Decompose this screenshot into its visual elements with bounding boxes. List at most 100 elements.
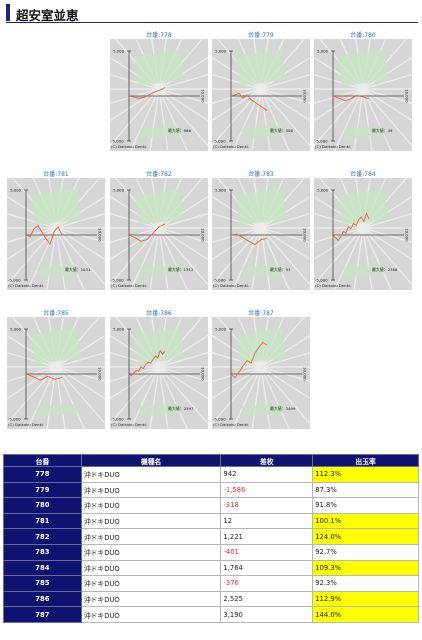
cell-diff: 1,221 xyxy=(220,528,314,545)
watermark-shape xyxy=(241,264,283,278)
max-value-label: 最大値：93 xyxy=(270,267,291,272)
graph-link[interactable]: 台番:783 xyxy=(248,171,274,178)
machine-table: 台番 機種名 差枚 出玉率 778 沖ドキDUO 942 112.3% 779 沖ドキDU… xyxy=(3,454,419,623)
cell-number: 783 xyxy=(3,543,82,561)
max-value-label: 最大値：49 xyxy=(372,128,393,133)
graph-cell: 台番:781 5,000 -5,000 10,000 最大値：1031 (C) Daiko… xyxy=(7,169,105,290)
cell-rate: 112.3% xyxy=(312,466,419,483)
table-row: 779 沖ドキDUO -1,586 87.3% xyxy=(3,481,419,499)
graph-plot: 5,000 -5,000 10,000 最大値：2597 (C) Daikoku Den… xyxy=(110,317,208,429)
x-max-label: 10,000 xyxy=(303,89,308,103)
section-header: 超安室並恵 xyxy=(6,4,418,23)
col-header-diff: 差枚 xyxy=(220,454,314,467)
series-line xyxy=(25,373,63,381)
watermark-shape xyxy=(36,264,78,278)
graph-plot: 5,000 -5,000 10,000 最大値：3499 (C) Daikoku Den… xyxy=(212,317,310,429)
graph-link[interactable]: 台番:784 xyxy=(350,171,376,178)
watermark-shape xyxy=(241,125,283,139)
y-max-label: 5,000 xyxy=(113,327,125,332)
x-max-label: 10,000 xyxy=(201,367,206,381)
watermark-shape xyxy=(338,49,388,87)
graph-plot: 5,000 -5,000 10,000 最大値：966 (C) Daikoku Denk… xyxy=(110,39,208,151)
x-max-label: 10,000 xyxy=(405,89,410,103)
y-min-label: -5,000 xyxy=(213,278,226,283)
copyright-text: (C) Daikoku Denki. xyxy=(213,283,249,288)
graph-link[interactable]: 台番:780 xyxy=(350,32,376,39)
x-max-label: 10,000 xyxy=(201,228,206,242)
cell-rate: 87.3% xyxy=(312,481,419,499)
x-max-label: 10,000 xyxy=(303,228,308,242)
graph-plot: 5,000 -5,000 10,000 最大値：306 (C) Daikoku Denk… xyxy=(212,39,310,151)
y-max-label: 5,000 xyxy=(215,327,227,332)
section-header-underline xyxy=(6,22,418,23)
watermark-shape xyxy=(134,49,184,87)
y-max-label: 5,000 xyxy=(10,188,22,193)
max-value-label: 最大値：1031 xyxy=(65,267,91,272)
y-min-label: -5,000 xyxy=(111,139,124,144)
cell-number: 782 xyxy=(3,528,82,545)
col-header-rate: 出玉率 xyxy=(312,454,419,467)
cell-model: 沖ドキDUO xyxy=(80,606,222,623)
cell-model: 沖ドキDUO xyxy=(80,528,222,545)
watermark-shape xyxy=(31,188,81,226)
max-value-label: 最大値：2597 xyxy=(168,406,194,411)
graph-cell: 台番:778 5,000 -5,000 10,000 最大値：966 (C) Daikok… xyxy=(110,30,208,151)
graph-plot: 5,000 -5,000 10,000 最大値：2386 (C) Daikoku Den… xyxy=(314,178,412,290)
x-max-label: 10,000 xyxy=(98,367,103,381)
table-row: 783 沖ドキDUO -401 92.7% xyxy=(3,543,419,561)
table-row: 782 沖ドキDUO 1,221 124.0% xyxy=(3,528,419,545)
col-header-number: 台番 xyxy=(3,454,82,467)
page-title: 超安室並恵 xyxy=(16,8,79,23)
cell-diff: 3,190 xyxy=(220,606,314,623)
cell-number: 779 xyxy=(3,481,82,499)
copyright-text: (C) Daikoku Denki. xyxy=(213,422,249,427)
y-max-label: 5,000 xyxy=(317,49,329,54)
watermark-shape xyxy=(343,264,385,278)
table-row: 784 沖ドキDUO 1,764 109.3% xyxy=(3,559,419,577)
graph-plot: 5,000 -5,000 10,000 最大値：1031 (C) Daikoku Den… xyxy=(7,178,105,290)
y-max-label: 5,000 xyxy=(215,49,227,54)
cell-model: 沖ドキDUO xyxy=(80,466,222,483)
copyright-text: (C) Daikoku Denki. xyxy=(111,283,147,288)
graph-link[interactable]: 台番:782 xyxy=(146,171,172,178)
y-min-label: -5,000 xyxy=(111,417,124,422)
cell-number: 784 xyxy=(3,559,82,577)
graph-link[interactable]: 台番:781 xyxy=(43,171,69,178)
watermark-shape xyxy=(236,327,286,365)
y-min-label: -5,000 xyxy=(213,417,226,422)
x-max-label: 10,000 xyxy=(201,89,206,103)
cell-diff: 1,764 xyxy=(220,559,314,577)
watermark-shape xyxy=(338,188,388,226)
graph-link[interactable]: 台番:779 xyxy=(248,32,274,39)
watermark-shape xyxy=(139,264,181,278)
y-max-label: 5,000 xyxy=(113,188,125,193)
table-row: 778 沖ドキDUO 942 112.3% xyxy=(3,466,419,483)
section-header-bar xyxy=(6,4,10,21)
watermark-shape xyxy=(241,403,283,417)
cell-rate: 112.9% xyxy=(312,590,419,608)
copyright-text: (C) Daikoku Denki. xyxy=(8,283,44,288)
graph-plot: 5,000 -5,000 10,000 最大値：49 (C) Daikoku Denki… xyxy=(314,39,412,151)
table-row: 781 沖ドキDUO 12 100.1% xyxy=(3,512,419,530)
table-row: 785 沖ドキDUO -376 92.3% xyxy=(3,575,419,592)
cell-number: 787 xyxy=(3,606,82,623)
graph-cell: 台番:787 5,000 -5,000 10,000 最大値：3499 (C) Daiko… xyxy=(212,308,310,429)
y-min-label: -5,000 xyxy=(315,278,328,283)
table-row: 780 沖ドキDUO -318 91.8% xyxy=(3,497,419,514)
graph-cell: 台番:780 5,000 -5,000 10,000 最大値：49 (C) Daikoku… xyxy=(314,30,412,151)
cell-rate: 144.0% xyxy=(312,606,419,623)
graph-link[interactable]: 台番:787 xyxy=(248,310,274,317)
y-min-label: -5,000 xyxy=(8,278,21,283)
cell-model: 沖ドキDUO xyxy=(80,590,222,608)
series-line xyxy=(230,233,268,245)
cell-rate: 92.3% xyxy=(312,575,419,592)
graph-link[interactable]: 台番:785 xyxy=(43,310,69,317)
cell-diff: -401 xyxy=(220,543,314,561)
graph-link[interactable]: 台番:786 xyxy=(146,310,172,317)
graph-cell: 台番:784 5,000 -5,000 10,000 最大値：2386 (C) Daiko… xyxy=(314,169,412,290)
y-min-label: -5,000 xyxy=(8,417,21,422)
x-max-label: 10,000 xyxy=(303,367,308,381)
y-min-label: -5,000 xyxy=(111,278,124,283)
graph-link[interactable]: 台番:778 xyxy=(146,32,172,39)
graph-cell: 台番:783 5,000 -5,000 10,000 最大値：93 (C) Daikoku… xyxy=(212,169,310,290)
